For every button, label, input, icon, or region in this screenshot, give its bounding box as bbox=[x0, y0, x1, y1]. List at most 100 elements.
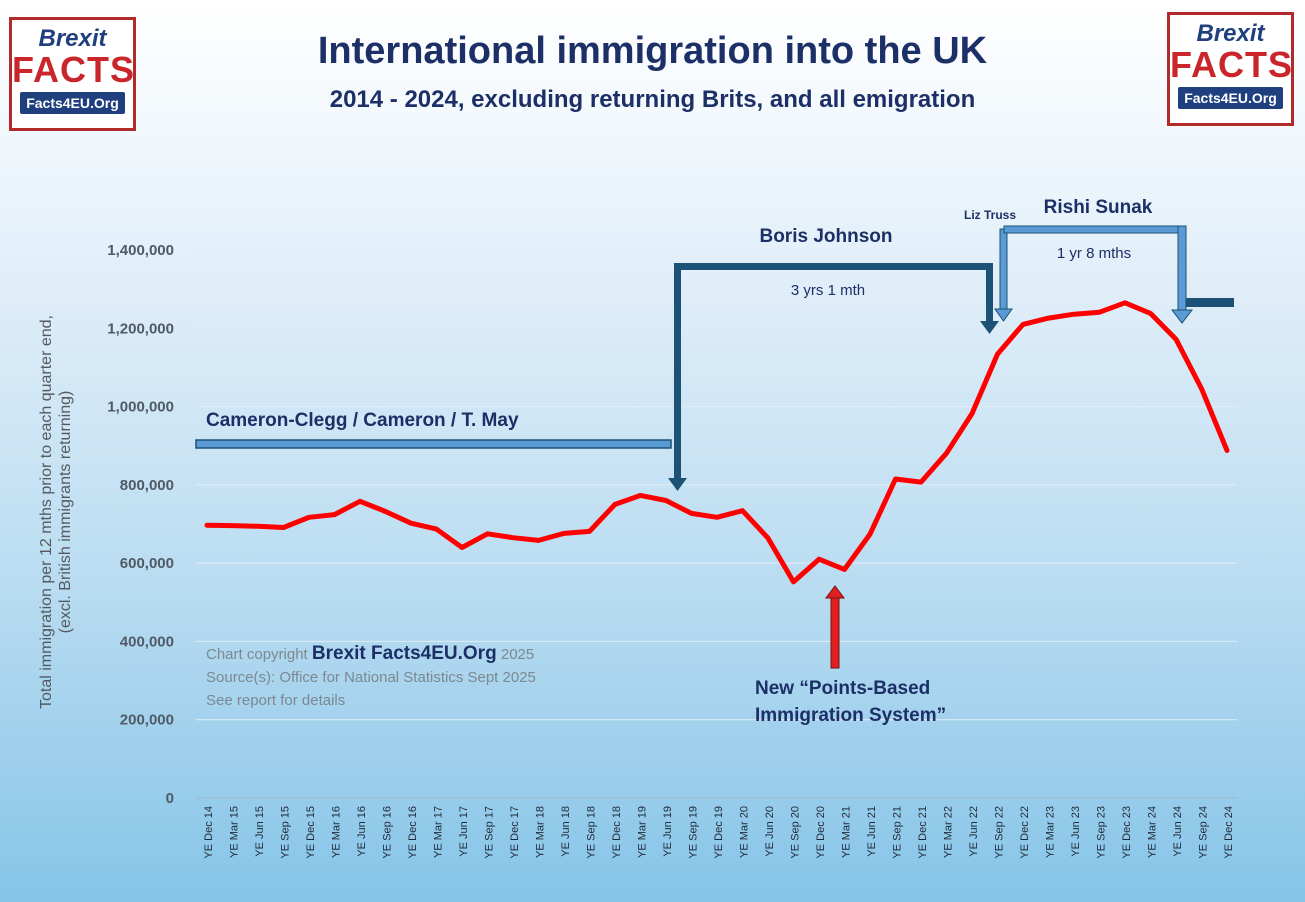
x-tick-label: YE Sep 17 bbox=[484, 806, 496, 859]
x-tick-label: YE Dec 14 bbox=[203, 806, 215, 859]
sunak-period-bar bbox=[1003, 225, 1187, 234]
data-point bbox=[715, 515, 719, 520]
sunak-duration: 1 yr 8 mths bbox=[1057, 245, 1131, 262]
credit-suffix: 2025 bbox=[496, 646, 535, 663]
chart-credit: Chart copyright Brexit Facts4EU.Org 2025… bbox=[206, 642, 536, 712]
x-tick-label: YE Dec 22 bbox=[1019, 806, 1031, 859]
x-tick-label: YE Dec 18 bbox=[611, 806, 623, 859]
data-point bbox=[587, 529, 592, 534]
data-point bbox=[817, 557, 821, 562]
brexit-facts-logo-right: Brexit FACTS Facts4EU.Org bbox=[1167, 12, 1294, 126]
cameron-period-bar bbox=[195, 439, 672, 449]
x-tick-label: YE Mar 22 bbox=[943, 806, 955, 858]
x-tick-label: YE Dec 16 bbox=[407, 806, 419, 859]
data-point bbox=[664, 498, 668, 503]
x-tick-label: YE Mar 16 bbox=[331, 806, 343, 858]
x-tick-label: YE Mar 18 bbox=[535, 806, 547, 858]
x-tick-label: YE Jun 18 bbox=[560, 806, 572, 857]
credit-brand: Brexit Facts4EU.Org bbox=[311, 643, 497, 664]
data-point bbox=[638, 493, 643, 498]
truss-label: Liz Truss bbox=[964, 208, 1016, 222]
y-tick-label: 0 bbox=[166, 790, 174, 807]
x-tick-label: YE Mar 23 bbox=[1045, 806, 1057, 858]
data-point bbox=[944, 451, 949, 456]
logo-top-text: Brexit bbox=[38, 25, 107, 52]
brexit-facts-logo-left: Brexit FACTS Facts4EU.Org bbox=[9, 17, 136, 131]
chart-subtitle: 2014 - 2024, excluding returning Brits, … bbox=[329, 86, 976, 113]
data-point bbox=[281, 525, 286, 530]
credit-line-1: Chart copyright Brexit Facts4EU.Org 2025 bbox=[206, 642, 536, 666]
x-tick-label: YE Mar 19 bbox=[637, 806, 649, 858]
x-tick-label: YE Jun 21 bbox=[866, 806, 878, 857]
data-point bbox=[1123, 300, 1127, 305]
cameron-label: Cameron-Clegg / Cameron / T. May bbox=[206, 410, 519, 431]
x-tick-label: YE Dec 15 bbox=[305, 806, 317, 859]
x-tick-label: YE Dec 21 bbox=[917, 806, 929, 859]
data-point bbox=[332, 512, 337, 517]
x-tick-label: YE Jun 23 bbox=[1070, 806, 1082, 857]
data-point bbox=[791, 579, 796, 584]
x-tick-label: YE Sep 15 bbox=[280, 806, 292, 859]
johnson-end-stem bbox=[986, 263, 993, 321]
y-tick-label: 1,000,000 bbox=[107, 399, 174, 416]
pbs-label-line1: New “Points-Based bbox=[755, 678, 930, 699]
pbs-arrow-shaft bbox=[830, 597, 840, 669]
data-point bbox=[358, 499, 362, 504]
y-tick-label: 1,400,000 bbox=[107, 242, 174, 259]
chart-title: International immigration into the UK bbox=[317, 30, 988, 72]
data-point bbox=[485, 531, 490, 536]
x-tick-label: YE Dec 17 bbox=[509, 806, 521, 859]
data-point bbox=[256, 524, 260, 529]
logo-main-text: FACTS bbox=[12, 49, 136, 90]
x-tick-label: YE Mar 24 bbox=[1147, 806, 1159, 858]
x-tick-label: YE Jun 22 bbox=[968, 806, 980, 857]
x-tick-label: YE Jun 19 bbox=[662, 806, 674, 857]
data-point bbox=[409, 521, 413, 526]
sunak-end-stem bbox=[1177, 225, 1187, 311]
data-point bbox=[536, 538, 541, 543]
pbs-label-line2: Immigration System” bbox=[755, 705, 946, 726]
x-tick-label: YE Jun 16 bbox=[356, 806, 368, 857]
x-tick-label: YE Sep 23 bbox=[1096, 806, 1108, 859]
x-tick-label: YE Mar 15 bbox=[229, 806, 241, 858]
x-tick-label: YE Mar 20 bbox=[739, 806, 751, 858]
logo-main-text: FACTS bbox=[1170, 44, 1294, 85]
data-point bbox=[1225, 448, 1229, 453]
x-tick-label: YE Sep 19 bbox=[688, 806, 700, 859]
x-tick-label: YE Sep 16 bbox=[382, 806, 394, 859]
data-point bbox=[434, 527, 439, 532]
data-point bbox=[995, 352, 1000, 357]
data-point bbox=[1148, 311, 1153, 316]
data-point bbox=[511, 535, 515, 540]
johnson-duration: 3 yrs 1 mth bbox=[791, 282, 865, 299]
credit-prefix: Chart copyright bbox=[206, 646, 312, 663]
data-point bbox=[460, 545, 464, 550]
data-point bbox=[919, 480, 923, 485]
x-tick-label: YE Jun 20 bbox=[764, 806, 776, 857]
x-tick-label: YE Sep 20 bbox=[790, 806, 802, 859]
x-tick-label: YE Mar 21 bbox=[841, 806, 853, 858]
data-point bbox=[613, 502, 617, 507]
logo-top-text: Brexit bbox=[1196, 20, 1265, 47]
data-point bbox=[307, 515, 311, 520]
logo-url-text: Facts4EU.Org bbox=[1178, 87, 1283, 109]
y-tick-label: 1,200,000 bbox=[107, 320, 174, 337]
y-tick-label: 600,000 bbox=[120, 555, 174, 572]
data-point bbox=[893, 476, 898, 481]
x-tick-label: YE Dec 20 bbox=[815, 806, 827, 859]
sunak-label: Rishi Sunak bbox=[1044, 197, 1153, 218]
johnson-period-bar bbox=[674, 263, 993, 270]
data-point bbox=[1021, 322, 1025, 327]
y-tick-label: 400,000 bbox=[120, 633, 174, 650]
x-tick-label: YE Sep 21 bbox=[892, 806, 904, 859]
credit-note: See report for details bbox=[206, 692, 346, 709]
johnson-start-arrow bbox=[668, 478, 687, 491]
y-tick-label: 800,000 bbox=[120, 477, 174, 494]
data-point bbox=[562, 531, 566, 536]
data-point bbox=[970, 411, 974, 416]
credit-source: Source(s): Office for National Statistic… bbox=[206, 669, 536, 686]
data-point bbox=[766, 536, 770, 541]
johnson-label: Boris Johnson bbox=[759, 226, 892, 247]
x-tick-label: YE Jun 15 bbox=[254, 806, 266, 857]
